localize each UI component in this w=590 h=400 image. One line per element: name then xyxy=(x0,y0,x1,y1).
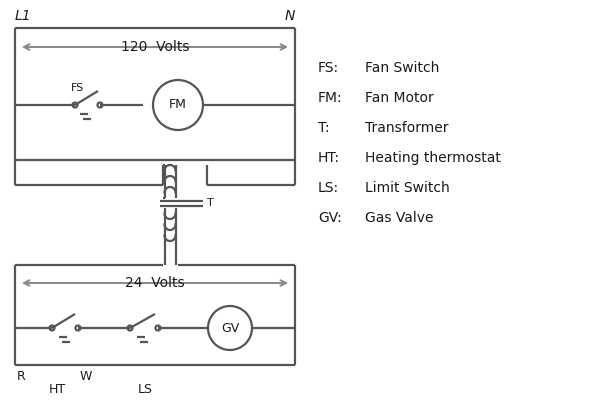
Text: FM: FM xyxy=(169,98,187,112)
Text: HT:: HT: xyxy=(318,151,340,165)
Text: Heating thermostat: Heating thermostat xyxy=(365,151,501,165)
Text: R: R xyxy=(17,370,26,383)
Text: LS:: LS: xyxy=(318,181,339,195)
Text: Gas Valve: Gas Valve xyxy=(365,211,434,225)
Text: LS: LS xyxy=(137,383,152,396)
Text: FS: FS xyxy=(71,83,84,93)
Text: Fan Switch: Fan Switch xyxy=(365,61,440,75)
Text: Transformer: Transformer xyxy=(365,121,448,135)
Text: GV: GV xyxy=(221,322,239,334)
Text: 24  Volts: 24 Volts xyxy=(125,276,185,290)
Text: Limit Switch: Limit Switch xyxy=(365,181,450,195)
Text: W: W xyxy=(80,370,93,383)
Text: L1: L1 xyxy=(15,9,32,23)
Text: FS:: FS: xyxy=(318,61,339,75)
Text: GV:: GV: xyxy=(318,211,342,225)
Text: T:: T: xyxy=(318,121,330,135)
Text: Fan Motor: Fan Motor xyxy=(365,91,434,105)
Text: 120  Volts: 120 Volts xyxy=(121,40,189,54)
Text: N: N xyxy=(284,9,295,23)
Text: FM:: FM: xyxy=(318,91,343,105)
Text: HT: HT xyxy=(48,383,65,396)
Text: T: T xyxy=(207,198,214,208)
